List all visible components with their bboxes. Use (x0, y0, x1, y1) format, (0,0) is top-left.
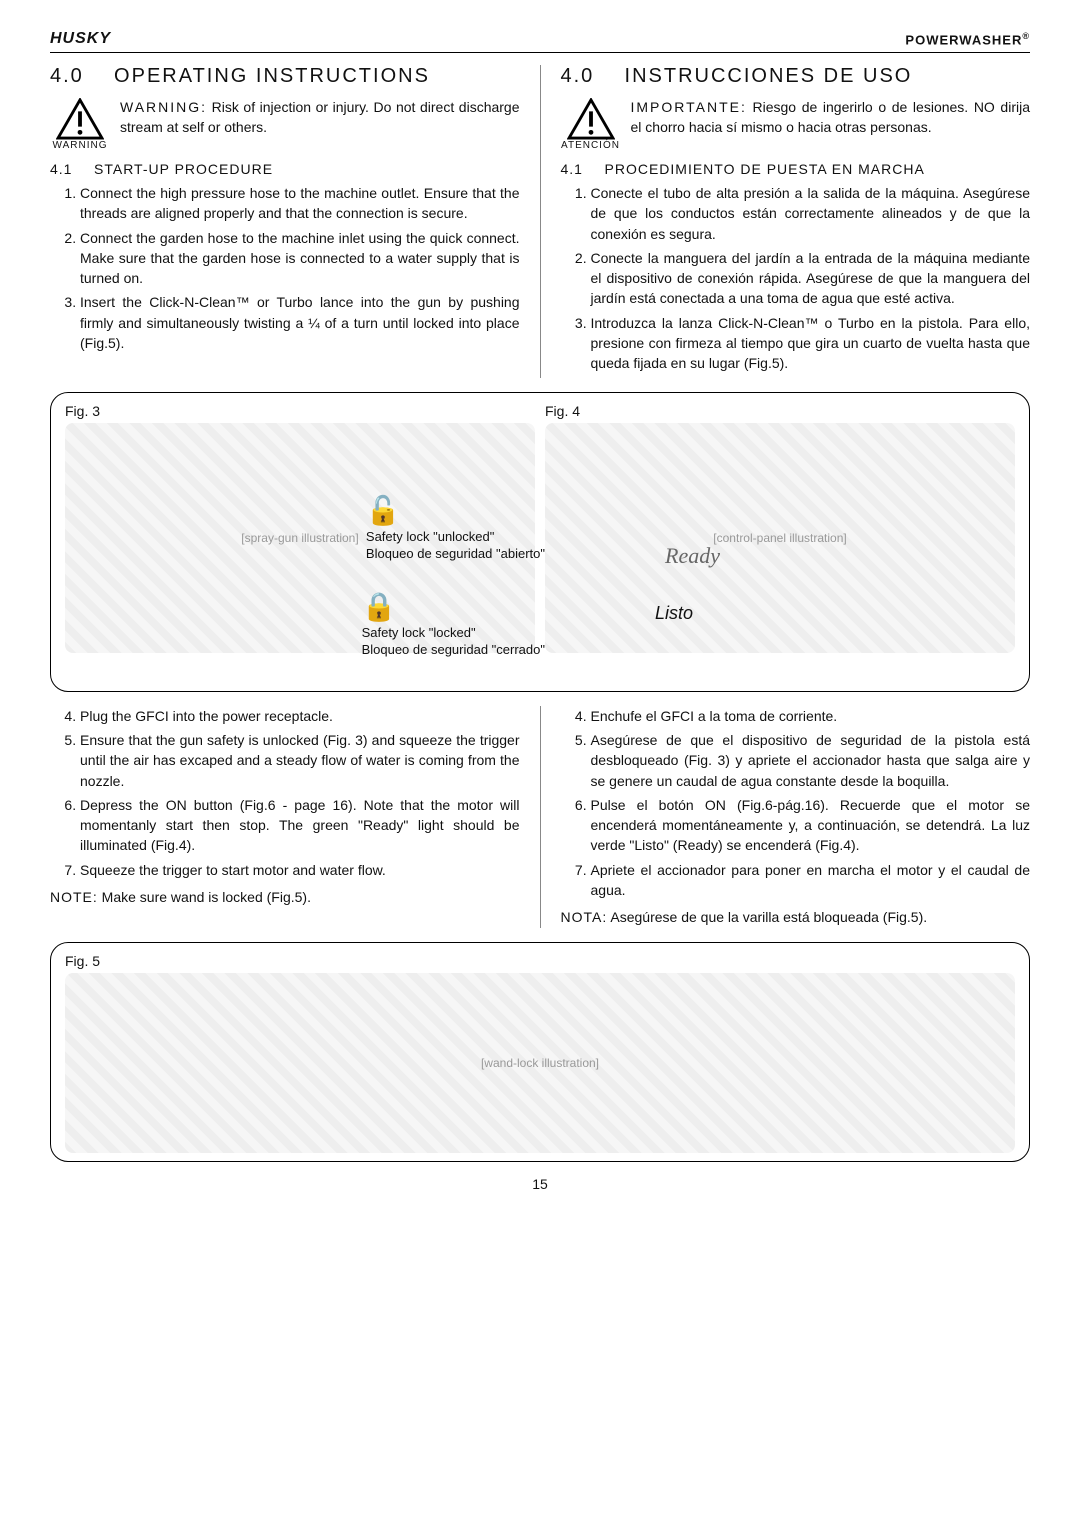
warning-text-es: IMPORTANTE: Riesgo de ingerirlo o de les… (631, 98, 1031, 151)
note-text-en: Make sure wand is locked (Fig.5). (102, 889, 311, 905)
list-item: Connect the high pressure hose to the ma… (80, 183, 520, 224)
list-item: Insert the Click-N-Clean™ or Turbo lance… (80, 292, 520, 353)
list-item: Plug the GFCI into the power receptacle. (80, 706, 520, 726)
warning-icon-es: ATENCIÓN (561, 98, 621, 151)
brand-right-text: POWERWASHER (905, 32, 1022, 47)
page-number: 15 (50, 1176, 1030, 1192)
brand-right: POWERWASHER® (905, 31, 1030, 47)
column-english-2: Plug the GFCI into the power receptacle.… (50, 706, 520, 928)
section-num-en: 4.0 (50, 65, 84, 87)
steps-en-1: Connect the high pressure hose to the ma… (50, 183, 520, 353)
figure-4: Fig. 4 [control-panel illustration] Read… (545, 403, 1015, 653)
column-divider-2 (540, 706, 541, 928)
note-en: NOTE: Make sure wand is locked (Fig.5). (50, 888, 520, 908)
figure-4-illustration: [control-panel illustration] (545, 423, 1015, 653)
warning-lead-es: IMPORTANTE: (631, 99, 747, 115)
warning-lead-en: WARNING: (120, 99, 207, 115)
section-title-es: 4.0 INSTRUCCIONES DE USO (561, 65, 1031, 88)
lock-icon: 🔒 (362, 591, 397, 622)
figure-4-label: Fig. 4 (545, 403, 1015, 419)
column-spanish: 4.0 INSTRUCCIONES DE USO ATENCIÓN IMPORT… (561, 65, 1031, 378)
list-item: Squeeze the trigger to start motor and w… (80, 860, 520, 880)
note-es: NOTA: Asegúrese de que la varilla está b… (561, 908, 1031, 928)
figure-5-illustration: [wand-lock illustration] (65, 973, 1015, 1153)
page-header: HUSKY POWERWASHER® (50, 30, 1030, 53)
section-heading-en: OPERATING INSTRUCTIONS (114, 65, 430, 87)
subhead-es: 4.1 PROCEDIMIENTO DE PUESTA EN MARCHA (561, 161, 1031, 177)
warning-row-en: WARNING WARNING: Risk of injection or in… (50, 98, 520, 151)
note-lead-en: NOTE: (50, 889, 98, 905)
column-spanish-2: Enchufe el GFCI a la toma de corriente. … (561, 706, 1031, 928)
list-item: Depress the ON button (Fig.6 - page 16).… (80, 795, 520, 856)
subhead-title-en: START-UP PROCEDURE (94, 161, 273, 177)
section-title-en: 4.0 OPERATING INSTRUCTIONS (50, 65, 520, 88)
list-item: Conecte la manguera del jardín a la entr… (591, 248, 1031, 309)
figure-3: Fig. 3 [spray-gun illustration] 🔓 Safety… (65, 403, 535, 653)
subhead-num-en: 4.1 (50, 161, 76, 177)
lock-unlocked-es: Bloqueo de seguridad "abierto" (366, 546, 545, 561)
figure-box-3-4: Fig. 3 [spray-gun illustration] 🔓 Safety… (50, 392, 1030, 692)
warning-triangle-icon (56, 98, 104, 140)
list-item: Conecte el tubo de alta presión a la sal… (591, 183, 1031, 244)
warning-row-es: ATENCIÓN IMPORTANTE: Riesgo de ingerirlo… (561, 98, 1031, 151)
unlock-icon: 🔓 (366, 495, 401, 526)
note-lead-es: NOTA: (561, 909, 608, 925)
brand-left: HUSKY (50, 30, 111, 48)
columns-bottom: Plug the GFCI into the power receptacle.… (50, 706, 1030, 928)
section-heading-es: INSTRUCCIONES DE USO (625, 65, 913, 87)
list-item: Apriete el accionador para poner en marc… (591, 860, 1031, 901)
figure-box-5: Fig. 5 [wand-lock illustration] (50, 942, 1030, 1162)
list-item: Introduzca la lanza Click-N-Clean™ o Tur… (591, 313, 1031, 374)
list-item: Asegúrese de que el dispositivo de segur… (591, 730, 1031, 791)
steps-es-1: Conecte el tubo de alta presión a la sal… (561, 183, 1031, 374)
lock-locked-en: Safety lock "locked" (362, 625, 476, 640)
warning-text-en: WARNING: Risk of injection or injury. Do… (120, 98, 520, 151)
subhead-title-es: PROCEDIMIENTO DE PUESTA EN MARCHA (605, 161, 925, 177)
figure-5-label: Fig. 5 (65, 953, 1015, 969)
figure-3-label: Fig. 3 (65, 403, 535, 419)
subhead-en: 4.1 START-UP PROCEDURE (50, 161, 520, 177)
lock-locked-es: Bloqueo de seguridad "cerrado" (362, 642, 545, 657)
warning-icon-en: WARNING (50, 98, 110, 151)
steps-es-2: Enchufe el GFCI a la toma de corriente. … (561, 706, 1031, 901)
section-num-es: 4.0 (561, 65, 595, 87)
warning-label-en: WARNING (53, 140, 108, 151)
note-text-es: Asegúrese de que la varilla está bloquea… (610, 909, 927, 925)
warning-label-es: ATENCIÓN (561, 140, 620, 151)
lock-unlocked-en: Safety lock "unlocked" (366, 529, 494, 544)
columns-top: 4.0 OPERATING INSTRUCTIONS WARNING WARNI… (50, 65, 1030, 378)
list-item: Ensure that the gun safety is unlocked (… (80, 730, 520, 791)
list-item: Pulse el botón ON (Fig.6-pág.16). Recuer… (591, 795, 1031, 856)
steps-en-2: Plug the GFCI into the power receptacle.… (50, 706, 520, 880)
brand-left-text: HUSKY (50, 30, 111, 47)
column-english: 4.0 OPERATING INSTRUCTIONS WARNING WARNI… (50, 65, 520, 378)
list-item: Connect the garden hose to the machine i… (80, 228, 520, 289)
subhead-num-es: 4.1 (561, 161, 587, 177)
ready-label: Ready (665, 543, 720, 569)
listo-label: Listo (655, 603, 693, 624)
warning-triangle-icon (567, 98, 615, 140)
column-divider (540, 65, 541, 378)
brand-right-mark: ® (1022, 31, 1030, 41)
list-item: Enchufe el GFCI a la toma de corriente. (591, 706, 1031, 726)
